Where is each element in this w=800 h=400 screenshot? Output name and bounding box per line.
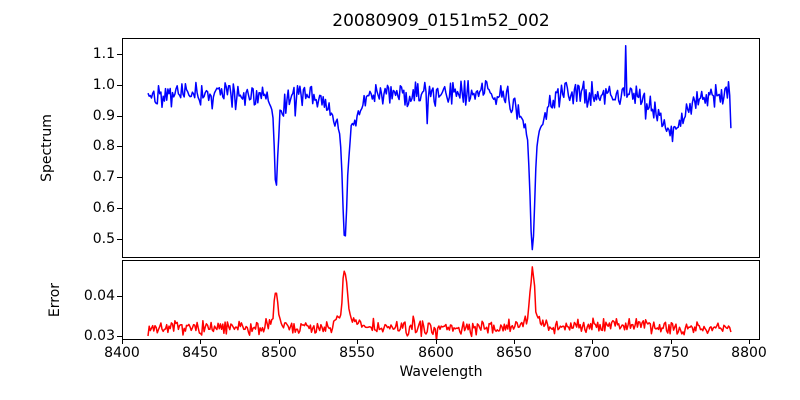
x-tick-label: 8600: [418, 345, 454, 361]
wavelength-axis-label: Wavelength: [399, 364, 483, 380]
y-tick-mark: [117, 116, 122, 117]
x-tick-mark: [200, 340, 201, 344]
y-tick-mark: [117, 54, 122, 55]
spectrum-series-line: [147, 44, 732, 251]
y-tick-label: 0.04: [83, 288, 115, 304]
y-tick-label: 0.9: [92, 108, 115, 124]
x-tick-mark: [592, 340, 593, 344]
x-tick-mark: [122, 340, 123, 344]
y-tick-label: 0.7: [92, 169, 115, 185]
y-tick-mark: [117, 239, 122, 240]
x-tick-label: 8400: [104, 345, 140, 361]
x-tick-label: 8750: [653, 345, 689, 361]
y-tick-label: 0.8: [92, 138, 115, 154]
y-tick-label: 0.6: [92, 200, 115, 216]
x-tick-label: 8650: [496, 345, 532, 361]
y-tick-label: 1.1: [92, 46, 115, 62]
x-tick-mark: [357, 340, 358, 344]
y-tick-label: 0.5: [92, 231, 115, 247]
x-tick-mark: [436, 340, 437, 344]
y-tick-mark: [117, 208, 122, 209]
x-tick-label: 8450: [182, 345, 218, 361]
spectrum-plot-panel: [122, 38, 760, 258]
y-tick-mark: [117, 296, 122, 297]
x-tick-mark: [279, 340, 280, 344]
x-tick-label: 8700: [574, 345, 610, 361]
y-tick-mark: [117, 336, 122, 337]
y-tick-mark: [117, 177, 122, 178]
x-tick-label: 8800: [731, 345, 767, 361]
error-series-line: [147, 266, 732, 339]
x-tick-label: 8550: [339, 345, 375, 361]
error-plot-panel: [122, 260, 760, 340]
y-tick-mark: [117, 85, 122, 86]
x-tick-label: 8500: [261, 345, 297, 361]
y-tick-label: 0.03: [83, 328, 115, 344]
x-tick-mark: [514, 340, 515, 344]
y-tick-mark: [117, 146, 122, 147]
chart-title: 20080909_0151m52_002: [332, 11, 550, 31]
x-tick-mark: [749, 340, 750, 344]
y-tick-label: 1.0: [92, 77, 115, 93]
x-tick-mark: [671, 340, 672, 344]
